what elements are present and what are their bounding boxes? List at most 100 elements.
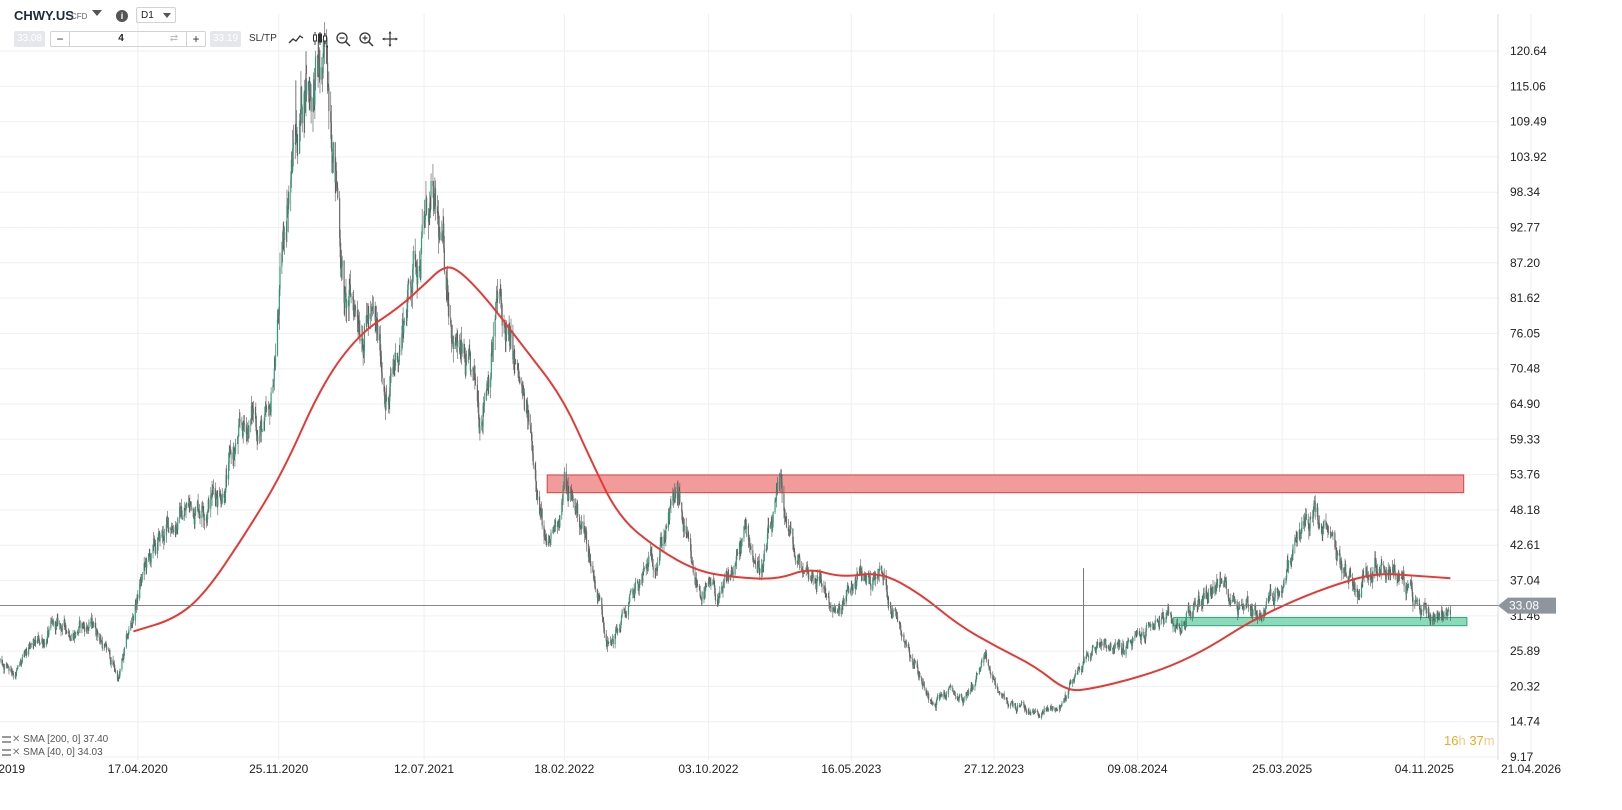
y-tick-label: 25.89 [1510,644,1540,658]
candle-body [1255,610,1257,618]
candle-body [354,305,356,312]
candle-body [26,651,28,655]
candle-body [1296,537,1299,539]
close-icon[interactable]: ✕ [12,747,21,758]
candle-body [856,573,858,582]
candle-body [761,565,763,573]
candle-body [1188,606,1190,613]
candle-body [673,498,675,500]
candle-body [812,574,814,579]
timeframe-select[interactable]: D1 [136,7,176,23]
candle-body [117,677,119,681]
candle-body [869,576,871,585]
buy-price-button[interactable]: 33.19 [210,31,241,47]
candle-body [176,526,178,530]
candle-body [121,658,123,669]
candle-body [1050,705,1052,709]
volume-value[interactable]: 4 [118,33,124,44]
close-icon[interactable]: ✕ [12,734,21,745]
candle-body [108,649,110,652]
volume-stepper[interactable]: − 4 ⇄ + [50,31,206,47]
candle-body [356,310,359,318]
zoom-out-icon[interactable] [334,30,352,48]
candle-body [406,311,408,322]
symbol-label[interactable]: CHWY.US [14,8,74,23]
candle-body [183,515,185,520]
candle-body [846,585,849,592]
candle-body [11,671,13,673]
candle-body [505,335,507,341]
candle-body [1354,588,1356,592]
candlestick-icon[interactable] [311,30,329,48]
volume-increase-button[interactable]: + [186,32,205,46]
candle-body [792,543,795,550]
candle-body [451,337,453,342]
candle-body [1069,680,1071,683]
candle-body [936,695,939,699]
indicator-settings-icon[interactable] [2,735,11,743]
sell-price-button[interactable]: 33.08 [14,31,45,47]
candle-body [1216,579,1218,588]
candle-body [661,543,663,547]
candle-body [1028,710,1030,713]
candle-body [366,314,369,324]
zoom-in-icon[interactable] [357,30,375,48]
indicator-legend-sma40[interactable]: ✕ SMA [40, 0] 34.03 [2,747,103,758]
candle-body [300,87,302,115]
y-tick-label: 87.20 [1510,256,1540,270]
candle-body [556,526,558,527]
candle-body [905,644,908,646]
candle-body [490,352,492,377]
candle-body [224,497,226,503]
candle-body [997,687,999,693]
info-icon[interactable]: i [116,10,128,22]
candle-body [1181,624,1183,632]
candle-body [100,638,102,643]
candle-body [708,579,710,582]
resistance-zone[interactable] [546,474,1465,494]
candle-body [683,523,685,531]
candle-body [326,62,329,91]
candle-body [1194,601,1196,605]
candle-body [481,421,483,427]
indicator-legend-sma200[interactable]: ✕ SMA [200, 0] 37.40 [2,734,108,745]
line-chart-icon[interactable] [287,30,305,48]
candle-body [763,561,765,567]
candle-body [1411,588,1413,597]
candle-body [770,523,772,529]
candle-body [651,553,653,562]
candle-body [427,212,430,222]
indicator-settings-icon[interactable] [2,748,11,756]
candle-body [1189,610,1191,613]
candle-body [246,433,248,435]
candle-body [497,293,499,299]
candle-body [660,536,663,544]
candle-body [1256,615,1258,618]
volume-decrease-button[interactable]: − [51,32,70,46]
candle-body [81,623,84,627]
crosshair-icon[interactable] [381,30,399,48]
candle-body [1336,552,1339,556]
candle-body [594,576,596,588]
candle-body [1046,706,1048,710]
sltp-button[interactable]: SL/TP [249,33,277,44]
candle-body [1240,604,1243,606]
candle-body [525,409,527,411]
candle-body [394,364,396,366]
candle-body [881,565,883,573]
candle-body [790,526,792,529]
support-zone[interactable] [1173,616,1468,627]
candle-body [464,358,466,375]
candle-body [1105,645,1107,649]
candle-body [109,649,111,658]
candle-body [1131,641,1133,647]
swap-icon[interactable]: ⇄ [169,33,179,44]
candle-body [1237,607,1239,615]
chevron-down-icon [163,13,171,18]
candle-body [928,693,930,700]
candle-body [285,231,287,240]
symbol-dropdown-icon[interactable] [92,10,102,16]
candle-body [472,368,474,370]
candle-body [585,531,588,544]
